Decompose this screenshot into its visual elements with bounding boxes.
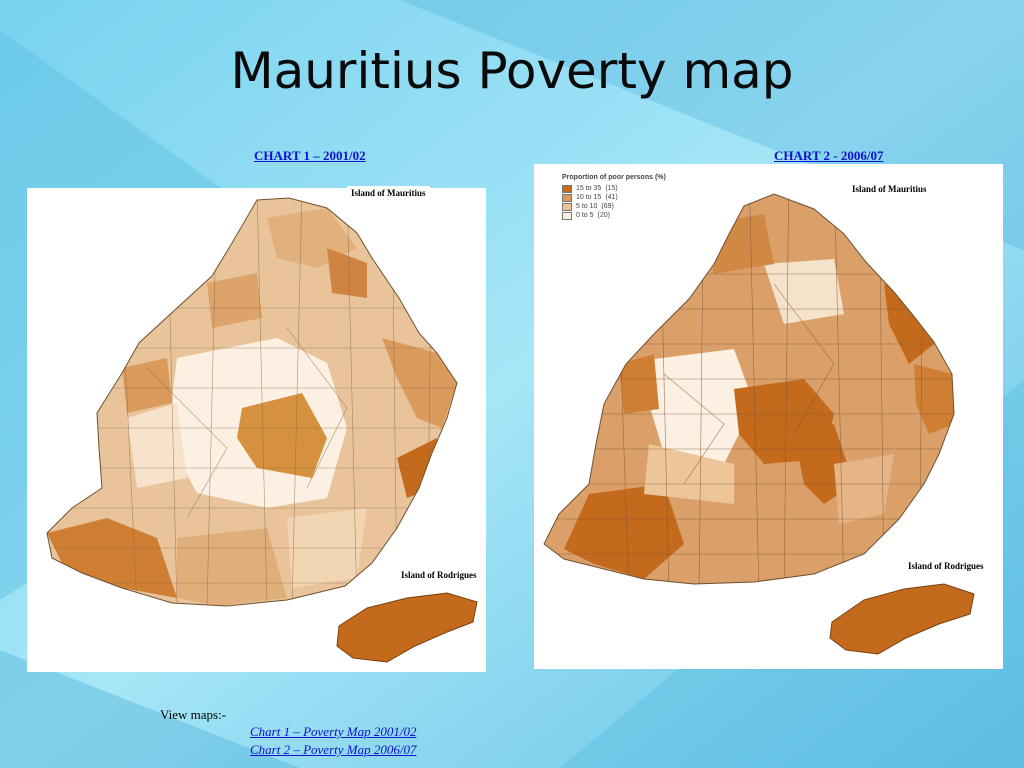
- legend-count: (20): [597, 212, 610, 219]
- chart2-map: [543, 193, 975, 655]
- chart2-label-mauritius: Island of Mauritius: [848, 182, 931, 196]
- chart1-map-panel: Island of Mauritius Island of Rodrigues: [27, 186, 486, 672]
- legend-count: (41): [605, 194, 618, 201]
- legend-item: 0 to 5 (20): [562, 211, 666, 220]
- legend-item: 5 to 10 (69): [562, 202, 666, 211]
- legend-item: 10 to 15 (41): [562, 193, 666, 202]
- legend-swatch: [562, 193, 572, 202]
- chart2-poverty-map-link[interactable]: Chart 2 – Poverty Map 2006/07: [250, 742, 417, 757]
- chart2-label-rodrigues: Island of Rodrigues: [904, 559, 988, 573]
- chart1-heading-link[interactable]: CHART 1 – 2001/02: [254, 148, 366, 163]
- view-maps-label: View maps:-: [160, 707, 227, 722]
- legend-range: 10 to 15: [576, 194, 602, 201]
- legend-range: 0 to 5: [576, 212, 594, 219]
- legend-count: (15): [605, 185, 618, 192]
- chart1-label-rodrigues: Island of Rodrigues: [397, 568, 481, 582]
- legend-count: (69): [601, 203, 614, 210]
- slide-title: Mauritius Poverty map: [230, 42, 794, 100]
- legend-swatch: [562, 184, 572, 193]
- chart2-map-panel: Proportion of poor persons (%) 15 to 35 …: [534, 164, 1003, 669]
- chart1-poverty-map-link[interactable]: Chart 1 – Poverty Map 2001/02: [250, 724, 417, 739]
- legend-range: 15 to 35: [576, 185, 602, 192]
- chart1-label-mauritius: Island of Mauritius: [347, 186, 430, 200]
- legend-swatch: [562, 202, 572, 211]
- legend-range: 5 to 10: [576, 203, 598, 210]
- legend-title: Proportion of poor persons (%): [562, 174, 666, 181]
- legend-swatch: [562, 211, 572, 220]
- chart1-map: [46, 197, 478, 663]
- chart2-legend: Proportion of poor persons (%) 15 to 35 …: [562, 174, 666, 220]
- chart2-heading-link[interactable]: CHART 2 - 2006/07: [774, 148, 884, 163]
- legend-item: 15 to 35 (15): [562, 184, 666, 193]
